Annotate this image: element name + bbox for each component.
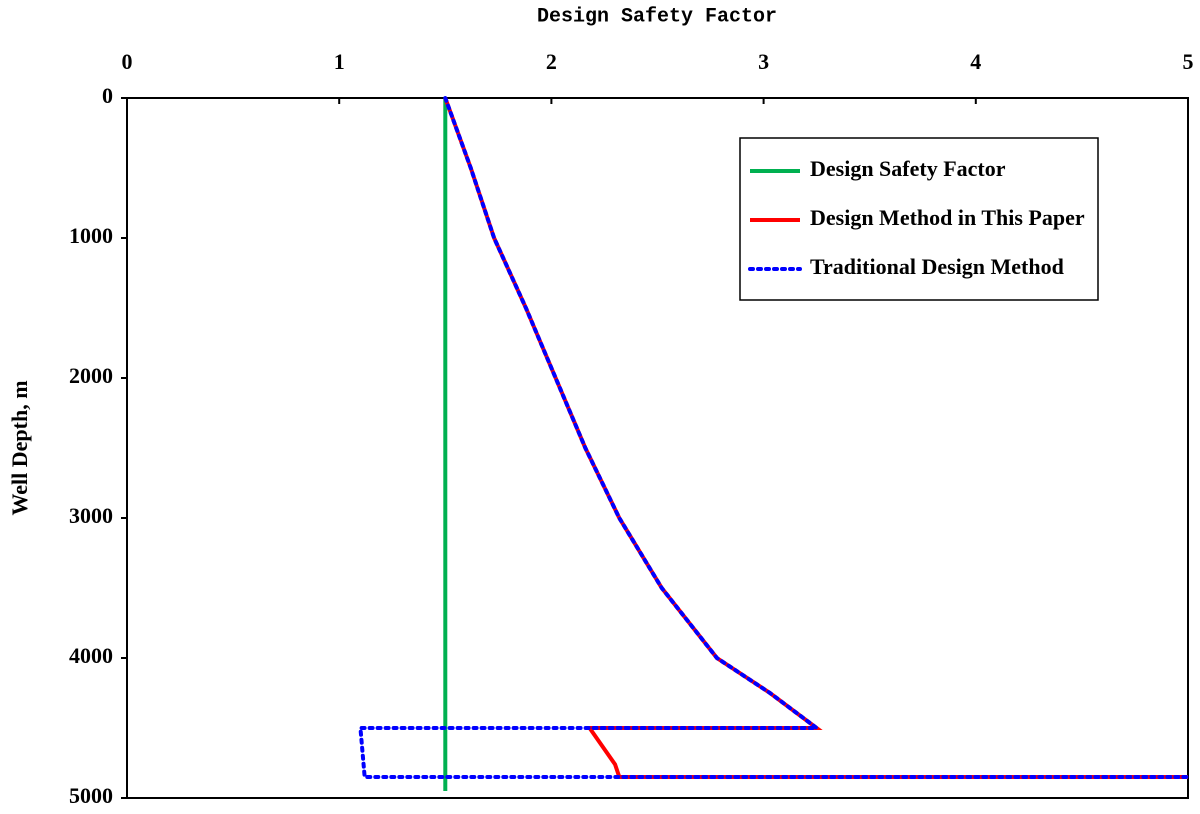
x-tick-label: 3 [758, 49, 769, 74]
x-tick-label: 4 [970, 49, 981, 74]
x-tick-label: 2 [546, 49, 557, 74]
legend-label: Design Method in This Paper [810, 205, 1085, 230]
y-tick-label: 2000 [69, 363, 113, 388]
y-tick-label: 1000 [69, 223, 113, 248]
x-tick-label: 5 [1183, 49, 1194, 74]
y-tick-label: 4000 [69, 643, 113, 668]
y-tick-label: 3000 [69, 503, 113, 528]
legend-label: Design Safety Factor [810, 156, 1006, 181]
y-axis-title: Well Depth, m [7, 380, 32, 515]
legend-label: Traditional Design Method [810, 254, 1064, 279]
x-tick-label: 1 [334, 49, 345, 74]
x-tick-label: 0 [122, 49, 133, 74]
series-line [358, 96, 1190, 779]
plot-frame [126, 97, 1189, 799]
x-axis-title: Design Safety Factor [537, 5, 777, 28]
y-tick-label: 5000 [69, 783, 113, 808]
y-tick-label: 0 [102, 83, 113, 108]
